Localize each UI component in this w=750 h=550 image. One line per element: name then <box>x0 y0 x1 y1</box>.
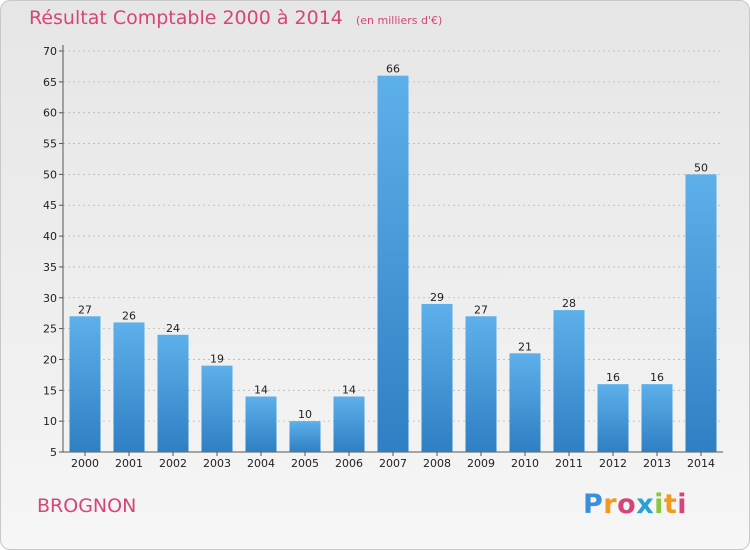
x-tick-label: 2012 <box>599 457 627 470</box>
data-label: 28 <box>562 297 576 310</box>
x-tick-label: 2004 <box>247 457 275 470</box>
y-tick-label: 25 <box>43 323 57 336</box>
chart-unit: (en milliers d'€) <box>355 14 443 27</box>
y-tick-label: 40 <box>43 230 57 243</box>
logo-letter: o <box>617 489 637 520</box>
bar <box>113 322 145 452</box>
commune-name: BROGNON <box>37 495 137 517</box>
x-tick-label: 2000 <box>71 457 99 470</box>
chart-title: Résultat Comptable 2000 à 2014 <box>29 7 343 29</box>
x-tick-label: 2008 <box>423 457 451 470</box>
labels: 27 2000 26 2001 24 2002 19 2003 14 2004 10 2005 14 20… <box>71 63 715 470</box>
x-tick-label: 2011 <box>555 457 583 470</box>
data-label: 27 <box>474 303 488 316</box>
chart-title-row: Résultat Comptable 2000 à 2014 (en milli… <box>29 7 442 29</box>
x-tick-label: 2013 <box>643 457 671 470</box>
y-tick-label: 45 <box>43 199 57 212</box>
data-label: 66 <box>386 63 400 76</box>
data-label: 26 <box>122 309 136 322</box>
bar <box>245 396 277 452</box>
logo-letter: t <box>663 489 678 520</box>
x-tick-label: 2007 <box>379 457 407 470</box>
data-label: 29 <box>430 291 444 304</box>
bar <box>509 353 541 452</box>
data-label: 21 <box>518 340 532 353</box>
logo-letter: P <box>583 489 604 520</box>
y-tick-label: 20 <box>43 353 57 366</box>
data-label: 24 <box>166 322 180 335</box>
bar <box>421 303 453 452</box>
y-tick-label: 60 <box>43 107 57 120</box>
data-label: 50 <box>694 161 708 174</box>
data-label: 14 <box>254 383 268 396</box>
bar <box>465 316 497 452</box>
x-tick-label: 2010 <box>511 457 539 470</box>
x-tick-label: 2006 <box>335 457 363 470</box>
data-label: 27 <box>78 303 92 316</box>
x-tick-label: 2009 <box>467 457 495 470</box>
bar <box>201 365 233 452</box>
logo-letter: i <box>654 489 664 520</box>
x-tick-label: 2005 <box>291 457 319 470</box>
y-tick-label: 15 <box>43 384 57 397</box>
bar <box>597 384 629 452</box>
y-tick-label: 55 <box>43 138 57 151</box>
bar <box>553 310 585 452</box>
y-tick-label: 5 <box>50 446 57 459</box>
data-label: 14 <box>342 383 356 396</box>
bar <box>685 174 717 452</box>
bar <box>641 384 673 452</box>
x-tick-label: 2001 <box>115 457 143 470</box>
x-tick-label: 2002 <box>159 457 187 470</box>
y-tick-label: 70 <box>43 45 57 58</box>
y-tick-label: 30 <box>43 292 57 305</box>
logo-letter: i <box>677 489 688 520</box>
x-tick-label: 2003 <box>203 457 231 470</box>
data-label: 10 <box>298 408 312 421</box>
bar <box>69 316 101 452</box>
bar <box>377 75 409 452</box>
logo-letter: x <box>636 489 655 520</box>
bar <box>333 396 365 452</box>
logo-letter: r <box>603 489 618 520</box>
y-tick-label: 50 <box>43 168 57 181</box>
bars <box>69 75 717 452</box>
data-label: 16 <box>650 371 664 384</box>
bar <box>289 421 321 452</box>
data-label: 19 <box>210 353 224 366</box>
x-tick-label: 2014 <box>687 457 715 470</box>
y-tick-label: 35 <box>43 261 57 274</box>
y-tick-label: 65 <box>43 76 57 89</box>
data-label: 16 <box>606 371 620 384</box>
proxiti-logo: Proxiti <box>583 489 687 520</box>
y-tick-label: 10 <box>43 415 57 428</box>
bar <box>157 334 189 452</box>
